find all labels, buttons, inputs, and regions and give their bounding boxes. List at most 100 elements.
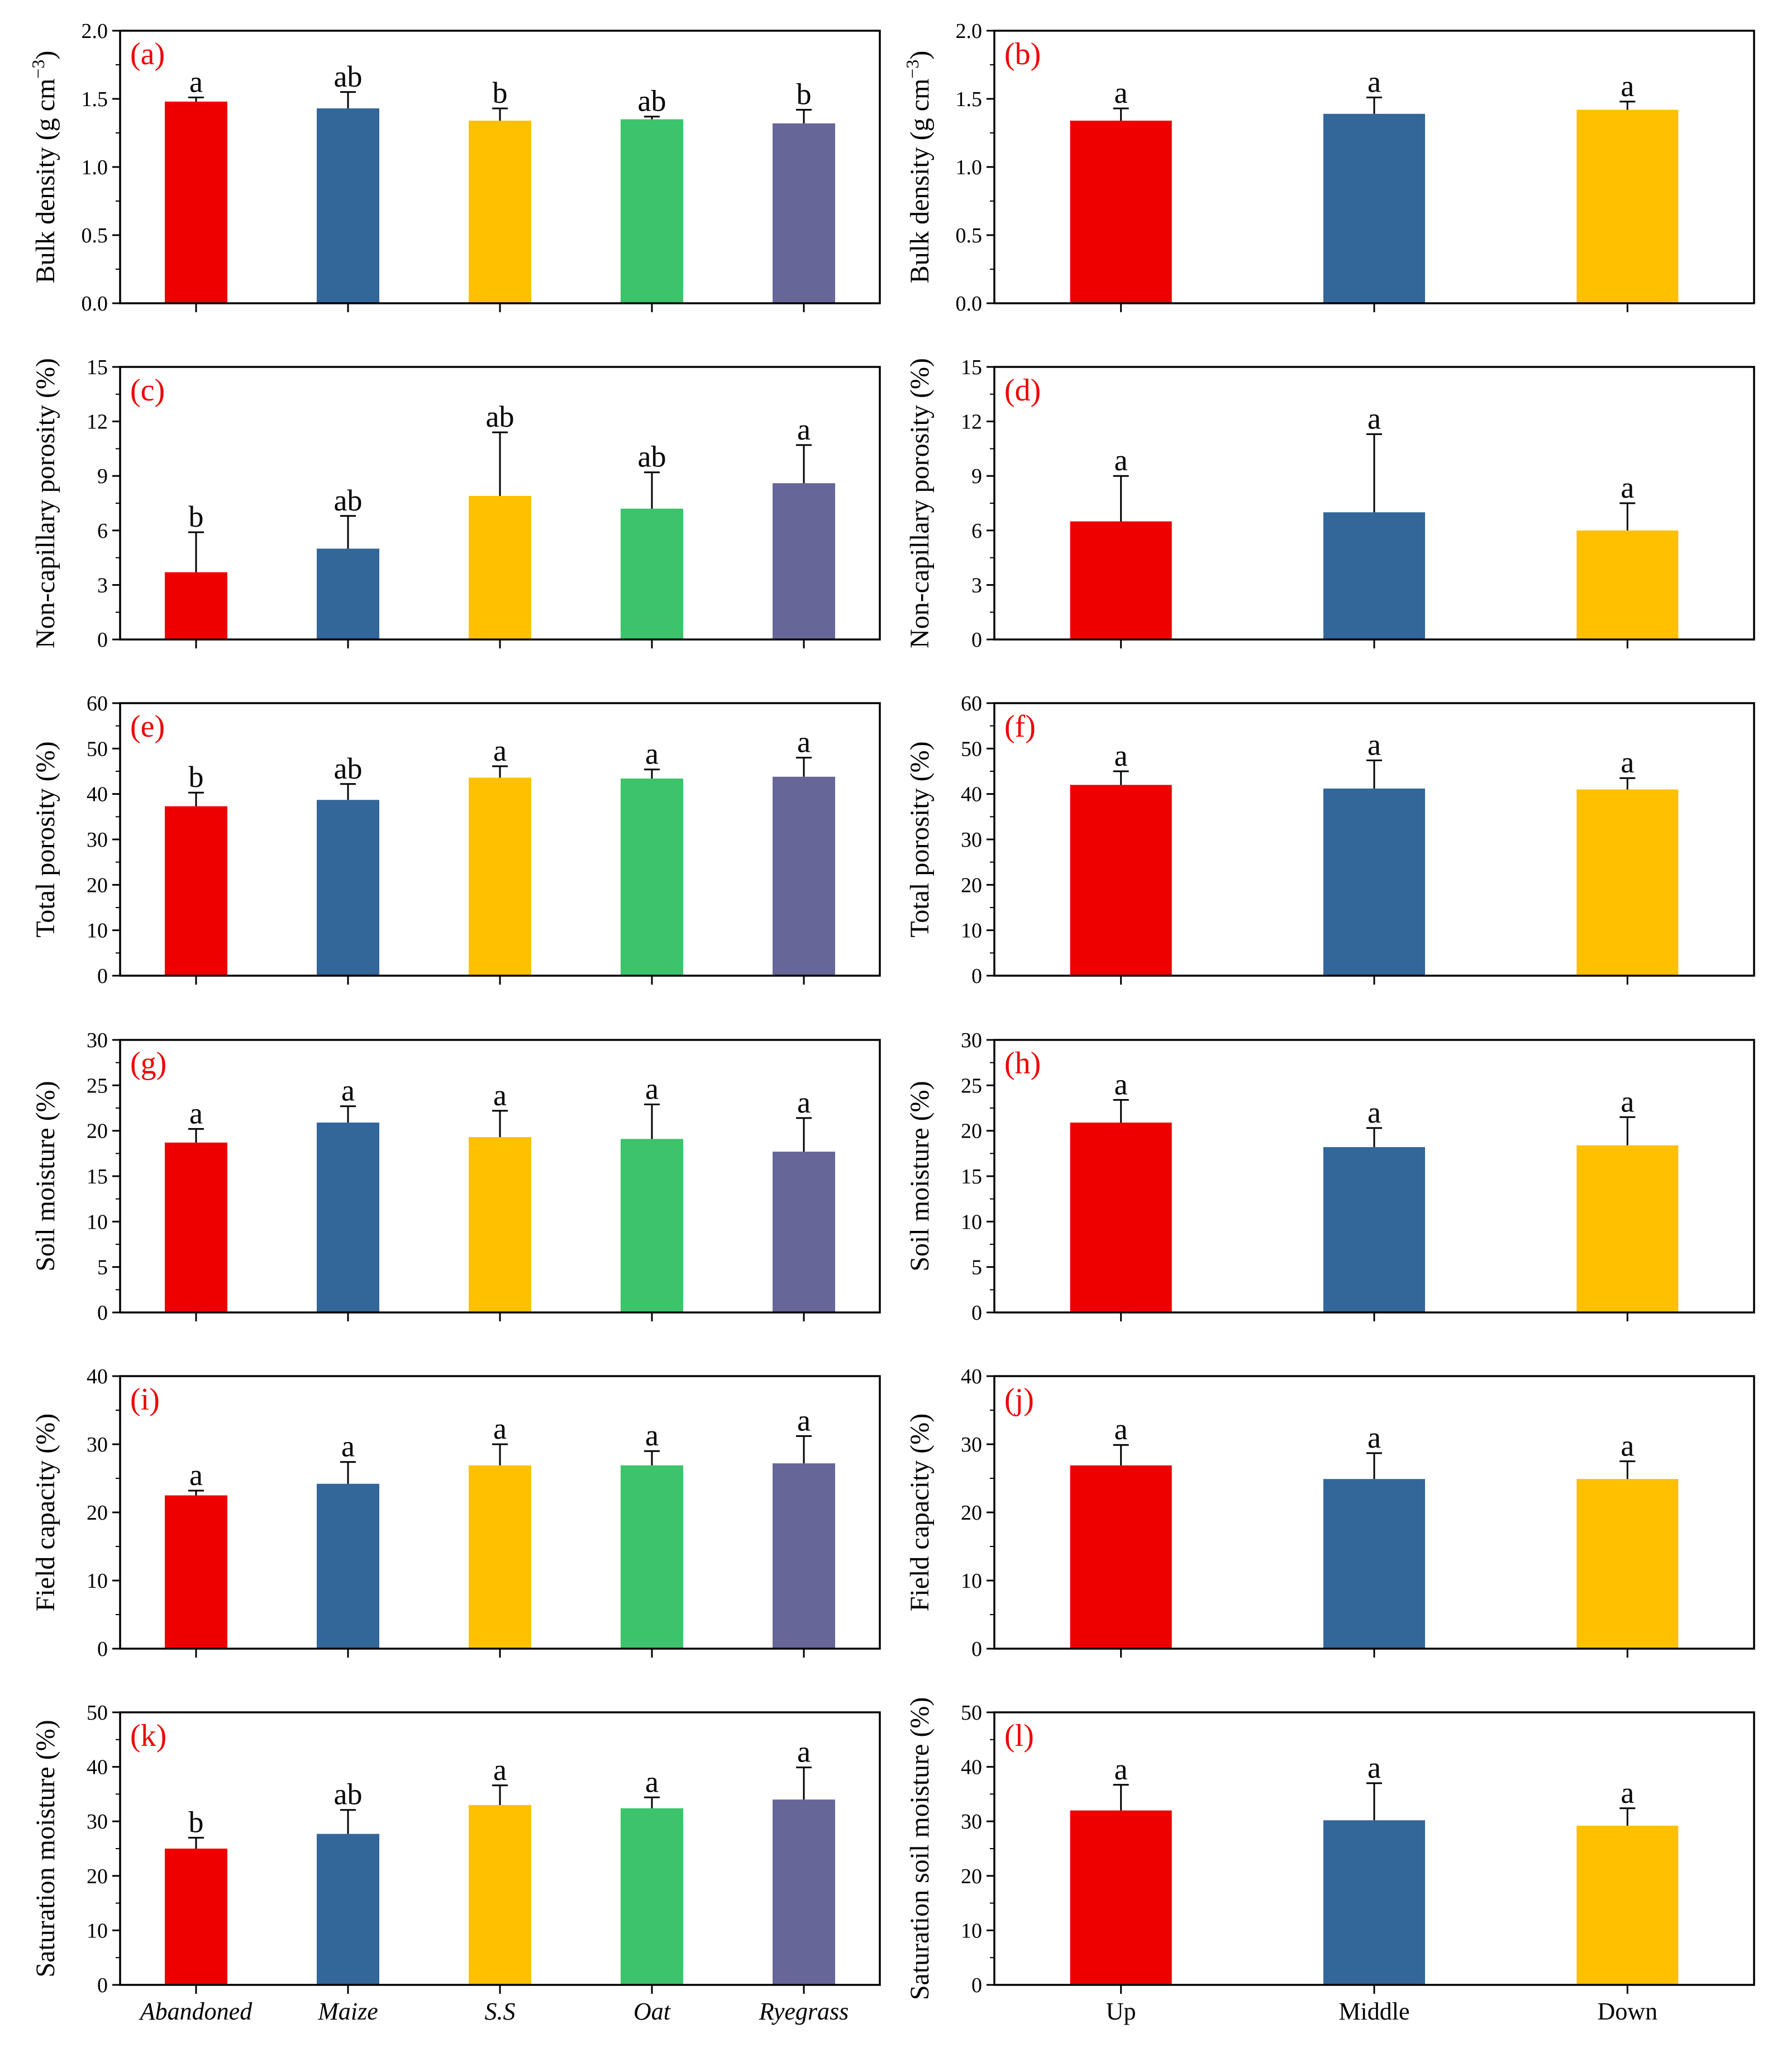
y-tick-label: 50 <box>961 737 982 761</box>
bar <box>1070 1123 1172 1312</box>
y-axis-title: Field capacity (%) <box>905 1414 935 1612</box>
y-axis-title: Soil moisture (%) <box>31 1081 60 1271</box>
y-tick-label: 0 <box>971 1301 982 1325</box>
bar <box>1070 121 1172 304</box>
x-category-label: Oat <box>633 1998 671 2025</box>
significance-label: a <box>1621 1776 1634 1810</box>
plot-frame <box>119 1039 881 1314</box>
bar <box>317 1483 379 1649</box>
bar <box>1576 1826 1679 1985</box>
significance-label: ab <box>486 400 514 433</box>
chart-panel: 0 10 20 30 40 a a a (j) Field capacity (%) <box>905 1365 1755 1661</box>
bar <box>621 779 683 976</box>
significance-label: ab <box>638 84 666 118</box>
bar <box>773 123 835 304</box>
significance-label: a <box>1368 1421 1381 1454</box>
plot-frame <box>993 1039 1755 1314</box>
significance-label: b <box>189 500 204 533</box>
y-tick-label: 10 <box>87 1210 108 1234</box>
significance-label: a <box>1621 1429 1634 1463</box>
chart-panel: 0 10 20 30 40 50 60 b ab a a a (e) Total porosity (%) <box>31 692 881 988</box>
bar <box>469 121 531 304</box>
significance-label: a <box>341 1074 355 1107</box>
y-tick-label: 1.5 <box>956 88 983 111</box>
y-tick-label: 9 <box>97 465 108 488</box>
plot-frame <box>993 30 1755 304</box>
y-tick-label: 25 <box>961 1074 982 1097</box>
significance-label: a <box>1368 65 1381 99</box>
panel-label: (g) <box>130 1046 166 1081</box>
x-category-label: Middle <box>1338 1998 1409 2025</box>
significance-label: a <box>797 1403 811 1437</box>
y-tick-label: 20 <box>87 873 108 897</box>
y-tick-label: 30 <box>961 1433 982 1457</box>
significance-label: a <box>341 1430 355 1463</box>
significance-label: a <box>1368 1096 1381 1129</box>
significance-label: a <box>1114 1412 1128 1446</box>
y-tick-label: 30 <box>87 1433 108 1457</box>
bar <box>621 1808 683 1985</box>
bar <box>1576 789 1679 976</box>
significance-label: a <box>1621 471 1634 504</box>
y-tick-label: 20 <box>961 1120 982 1143</box>
x-category-label: Abandoned <box>139 1998 252 2025</box>
bar <box>621 508 683 639</box>
bar <box>469 495 531 639</box>
y-tick-label: 20 <box>961 873 982 897</box>
significance-label: a <box>1368 728 1381 761</box>
y-tick-label: 5 <box>971 1256 982 1280</box>
bar <box>317 1123 379 1312</box>
significance-label: ab <box>638 440 666 474</box>
y-tick-label: 1.0 <box>82 156 108 179</box>
bar <box>773 776 835 976</box>
y-axis-title: Field capacity (%) <box>31 1414 60 1612</box>
bar <box>469 1465 531 1649</box>
significance-label: a <box>1621 746 1634 779</box>
y-tick-label: 10 <box>961 1569 982 1593</box>
bar <box>1576 109 1679 303</box>
bar <box>773 1152 835 1312</box>
x-category-label: Ryegrass <box>759 1998 849 2025</box>
y-tick-label: 15 <box>961 1165 982 1188</box>
bar <box>621 1139 683 1312</box>
y-tick-label: 10 <box>961 1210 982 1234</box>
significance-label: b <box>189 760 204 794</box>
y-axis-title: Non-capillary porosity (%) <box>31 358 60 648</box>
chart-panel: 0 10 20 30 40 a a a a a (i) Field capacity (%) <box>31 1365 881 1661</box>
bar <box>1323 1479 1425 1649</box>
x-category-label: Maize <box>317 1998 378 2025</box>
y-tick-label: 50 <box>961 1701 982 1725</box>
significance-label: a <box>1114 1753 1128 1786</box>
y-tick-label: 0 <box>97 1301 108 1325</box>
y-tick-label: 30 <box>87 1810 108 1834</box>
significance-label: a <box>1114 1067 1128 1101</box>
panel-label: (a) <box>130 37 165 71</box>
bar <box>1323 788 1425 976</box>
plot-frame <box>993 366 1755 641</box>
significance-label: b <box>797 78 812 111</box>
significance-label: b <box>189 1805 204 1839</box>
bar <box>1070 1810 1172 1985</box>
chart-panel: 0 3 6 9 12 15 b ab ab ab a (c) Non-capillary porosit… <box>31 356 881 652</box>
panel-label: (b) <box>1004 37 1041 71</box>
chart-panel: 0.0 0.5 1.0 1.5 2.0 a a a (b) Bulk density (g cm−… <box>902 20 1755 316</box>
significance-label: a <box>797 1735 811 1769</box>
bar <box>165 101 227 303</box>
x-category-label: Down <box>1598 1998 1658 2025</box>
bar <box>317 548 379 639</box>
bar <box>469 1804 531 1985</box>
y-tick-label: 3 <box>97 574 108 597</box>
significance-label: a <box>645 1765 659 1798</box>
bar <box>773 1799 835 1985</box>
panel-label: (k) <box>130 1718 166 1753</box>
y-tick-label: 50 <box>87 1701 108 1725</box>
y-tick-label: 0.0 <box>82 292 108 316</box>
y-axis-title: Non-capillary porosity (%) <box>905 358 935 648</box>
y-axis-title: Soil moisture (%) <box>905 1081 935 1271</box>
bar <box>317 800 379 976</box>
y-tick-label: 15 <box>87 1165 108 1188</box>
y-tick-label: 40 <box>961 1756 982 1779</box>
significance-label: a <box>1368 1751 1381 1784</box>
y-tick-label: 10 <box>87 1569 108 1593</box>
y-tick-label: 20 <box>961 1501 982 1525</box>
